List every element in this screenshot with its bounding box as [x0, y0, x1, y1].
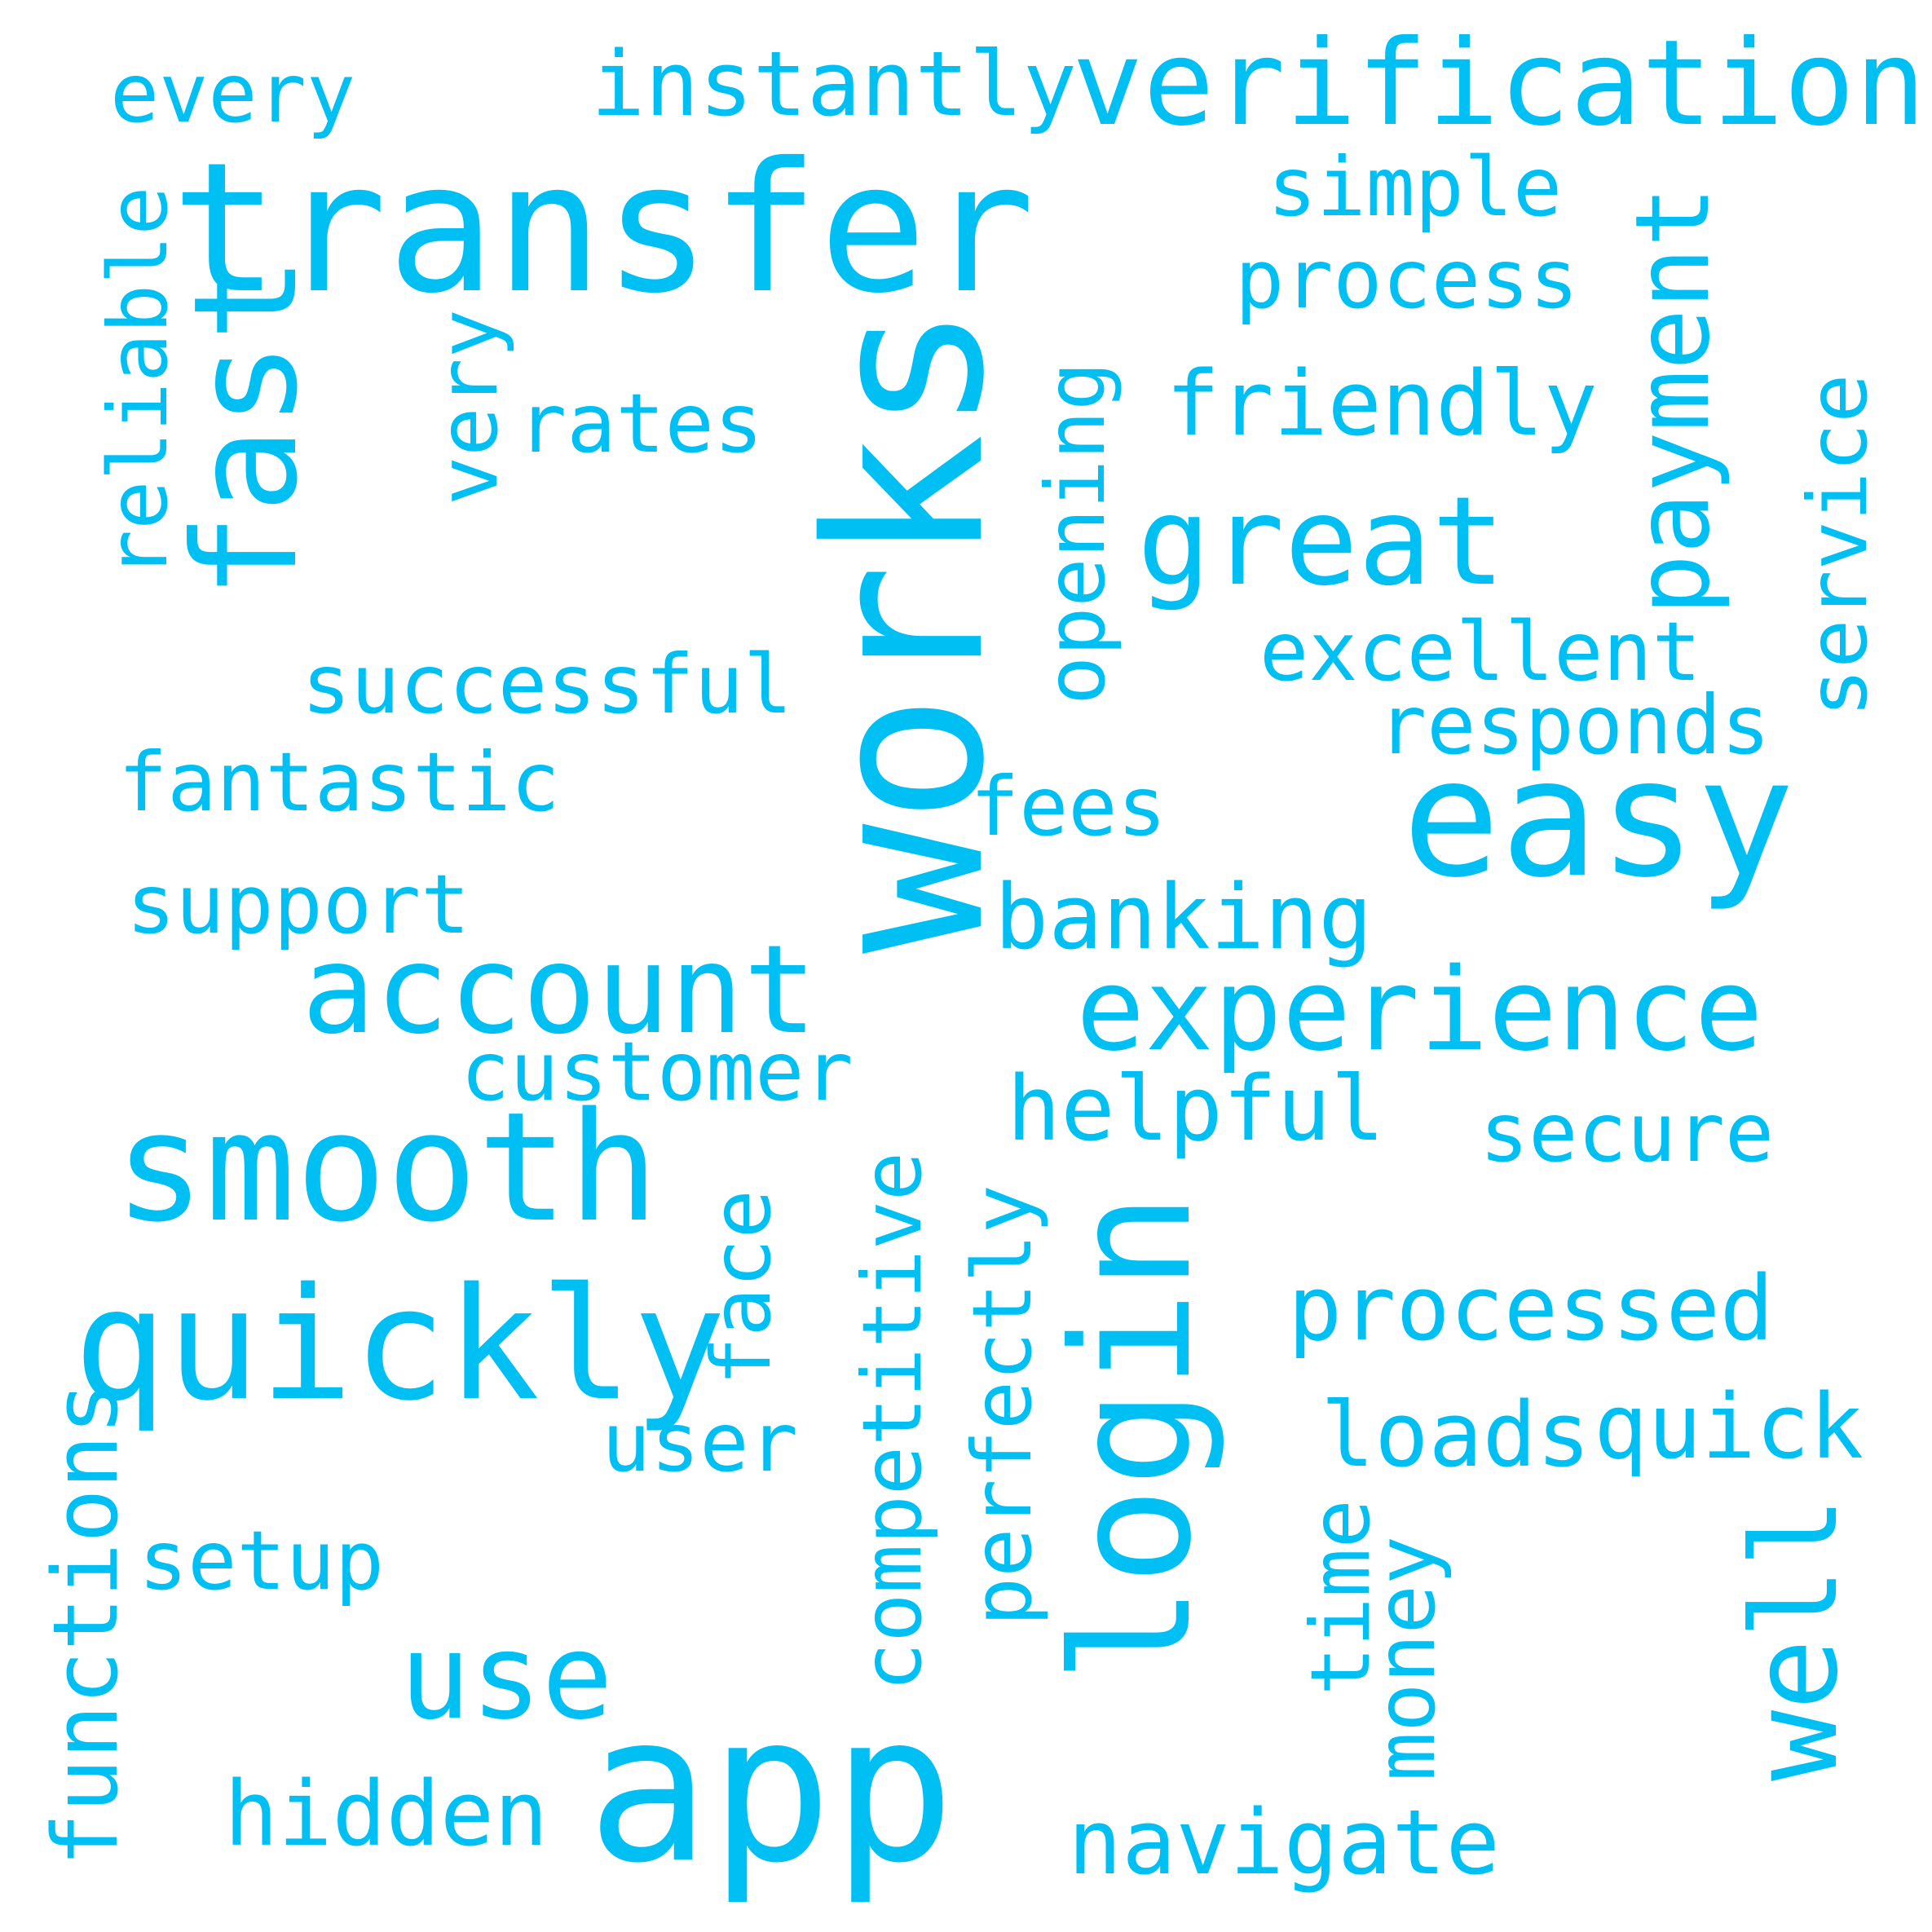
word-navigate: navigate: [1068, 1790, 1500, 1895]
word-payment: payment: [1614, 186, 1732, 615]
word-verification: verification: [1072, 15, 1926, 152]
word-quick: quick: [1594, 1374, 1864, 1479]
word-banking: banking: [995, 865, 1373, 969]
word-fantastic: fantastic: [118, 734, 560, 830]
word-service: service: [1790, 373, 1886, 717]
word-rates: rates: [518, 376, 764, 471]
word-setup: setup: [139, 1513, 385, 1608]
word-hidden: hidden: [224, 1762, 549, 1866]
word-fees: fees: [970, 759, 1167, 854]
word-experience: experience: [1076, 944, 1763, 1077]
word-loads: loads: [1321, 1383, 1591, 1487]
word-login: login: [1038, 1192, 1228, 1683]
word-works: works: [781, 303, 1032, 954]
word-customer: customer: [461, 1024, 854, 1119]
word-process: process: [1235, 232, 1579, 327]
word-helpful: helpful: [1007, 1056, 1385, 1161]
word-very: very: [421, 309, 516, 505]
word-competitive: competitive: [845, 1151, 940, 1692]
word-every: every: [110, 46, 356, 141]
word-secure: secure: [1480, 1085, 1775, 1180]
word-great: great: [1137, 471, 1506, 613]
word-perfectly: perfectly: [955, 1184, 1050, 1626]
word-user: user: [602, 1395, 798, 1490]
word-use: use: [399, 1608, 613, 1746]
word-money: money: [1358, 1535, 1453, 1781]
word-well: well: [1727, 1496, 1864, 1781]
word-opening: opening: [1028, 361, 1123, 705]
word-smooth: smooth: [114, 1079, 659, 1255]
word-easy: easy: [1402, 724, 1795, 914]
word-friendly: friendly: [1166, 351, 1598, 456]
word-successful: successful: [302, 637, 793, 732]
word-support: support: [126, 857, 470, 952]
word-instantly: instantly: [591, 32, 1078, 136]
word-transfer: transfer: [171, 124, 1035, 333]
word-simple: simple: [1268, 139, 1563, 235]
word-face: face: [694, 1189, 789, 1386]
word-app: app: [587, 1670, 955, 1908]
word-quickly: quickly: [73, 1255, 726, 1435]
word-responds: responds: [1378, 677, 1771, 773]
word-fast: fast: [164, 255, 329, 599]
word-excellent: excellent: [1259, 604, 1701, 699]
word-functions: functions: [33, 1380, 138, 1867]
word-account: account: [302, 920, 818, 1061]
word-processed: processed: [1288, 1256, 1775, 1361]
